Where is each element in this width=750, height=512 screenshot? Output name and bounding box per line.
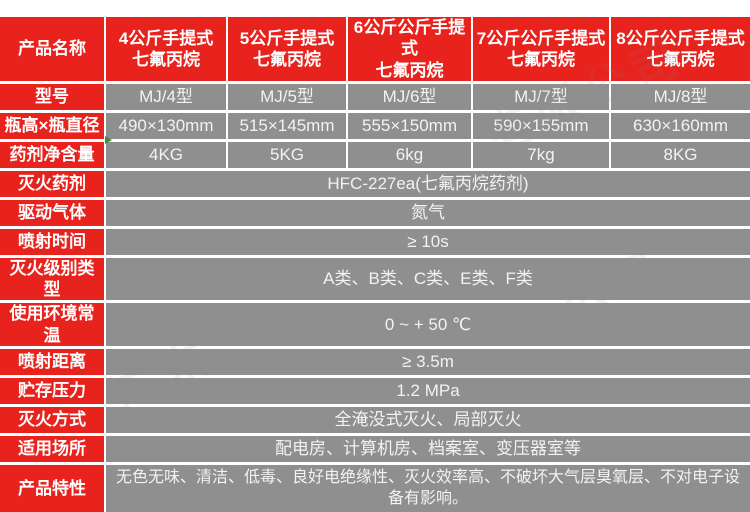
row-label-model: 型号	[0, 80, 105, 112]
product-spec-table: 产品名称 4公斤手提式 七氟丙烷 5公斤手提式 七氟丙烷 6公斤公斤手提式 七氟…	[0, 17, 750, 512]
row-label-product-features: 产品特性	[0, 461, 105, 512]
spec-sheet: 产品名称 4公斤手提式 七氟丙烷 5公斤手提式 七氟丙烷 6公斤公斤手提式 七氟…	[0, 17, 750, 512]
product-column-header: 6公斤公斤手提式 七氟丙烷	[346, 17, 472, 83]
row-label-ambient-temp: 使用环境常温	[0, 300, 105, 348]
product-column-header: 7公斤公斤手提式 七氟丙烷	[471, 17, 610, 83]
storage-pressure-cell: 1.2 MPa	[104, 374, 750, 406]
net-content-cell: 8KG	[609, 138, 750, 170]
ambient-temp-cell: 0 ~ + 50 ℃	[104, 300, 750, 348]
table-row-ambient-temp: 使用环境常温 0 ~ + 50 ℃	[0, 300, 750, 348]
table-row-application-sites: 适用场所 配电房、计算机房、档案室、变压器室等	[0, 432, 750, 464]
table-row-header: 产品名称 4公斤手提式 七氟丙烷 5公斤手提式 七氟丙烷 6公斤公斤手提式 七氟…	[0, 17, 750, 83]
row-label-agent: 灭火药剂	[0, 167, 105, 199]
row-label-spray-distance: 喷射距离	[0, 345, 105, 377]
net-content-cell: 7kg	[471, 138, 610, 170]
green-corner-marker-icon	[105, 136, 112, 144]
row-label-dimensions: 瓶高×瓶直径	[0, 109, 105, 141]
product-column-header: 5公斤手提式 七氟丙烷	[226, 17, 347, 83]
table-row-model: 型号 MJ/4型 MJ/5型 MJ/6型 MJ/7型 MJ/8型	[0, 80, 750, 112]
net-content-cell: 4KG	[104, 138, 227, 170]
dimensions-cell: 590×155mm	[471, 109, 610, 141]
model-cell: MJ/5型	[226, 80, 347, 112]
fire-classes-cell: A类、B类、C类、E类、F类	[104, 254, 750, 302]
net-content-cell: 6kg	[346, 138, 472, 170]
table-row-product-features: 产品特性 无色无味、清洁、低毒、良好电绝缘性、灭火效率高、不破坏大气层臭氧层、不…	[0, 461, 750, 512]
row-label-application-sites: 适用场所	[0, 432, 105, 464]
agent-cell: HFC-227ea(七氟丙烷药剂)	[104, 167, 750, 199]
row-label-propellant: 驱动气体	[0, 196, 105, 228]
model-cell: MJ/8型	[609, 80, 750, 112]
application-sites-cell: 配电房、计算机房、档案室、变压器室等	[104, 432, 750, 464]
table-row-storage-pressure: 贮存压力 1.2 MPa	[0, 374, 750, 406]
row-label-net-content: 药剂净含量	[0, 138, 105, 170]
spray-distance-cell: ≥ 3.5m	[104, 345, 750, 377]
table-row-dimensions: 瓶高×瓶直径 490×130mm 515×145mm 555×150mm 590…	[0, 109, 750, 141]
row-label-extinguishing-mode: 灭火方式	[0, 403, 105, 435]
row-label-product-name: 产品名称	[0, 17, 105, 83]
table-row-agent: 灭火药剂 HFC-227ea(七氟丙烷药剂)	[0, 167, 750, 199]
table-row-fire-classes: 灭火级别类型 A类、B类、C类、E类、F类	[0, 254, 750, 302]
row-label-storage-pressure: 贮存压力	[0, 374, 105, 406]
row-label-fire-classes: 灭火级别类型	[0, 254, 105, 302]
table-row-spray-distance: 喷射距离 ≥ 3.5m	[0, 345, 750, 377]
product-column-header: 8公斤公斤手提式 七氟丙烷	[609, 17, 750, 83]
product-features-cell: 无色无味、清洁、低毒、良好电绝缘性、灭火效率高、不破坏大气层臭氧层、不对电子设备…	[104, 461, 750, 512]
table-row-extinguishing-mode: 灭火方式 全淹没式灭火、局部灭火	[0, 403, 750, 435]
dimensions-cell: 630×160mm	[609, 109, 750, 141]
model-cell: MJ/7型	[471, 80, 610, 112]
dimensions-cell: 555×150mm	[346, 109, 472, 141]
propellant-cell: 氮气	[104, 196, 750, 228]
table-row-discharge-time: 喷射时间 ≥ 10s	[0, 225, 750, 257]
model-cell: MJ/4型	[104, 80, 227, 112]
dimensions-cell: 490×130mm	[104, 109, 227, 141]
row-label-discharge-time: 喷射时间	[0, 225, 105, 257]
net-content-cell: 5KG	[226, 138, 347, 170]
product-column-header: 4公斤手提式 七氟丙烷	[104, 17, 227, 83]
extinguishing-mode-cell: 全淹没式灭火、局部灭火	[104, 403, 750, 435]
table-row-net-content: 药剂净含量 4KG 5KG 6kg 7kg 8KG	[0, 138, 750, 170]
table-row-propellant: 驱动气体 氮气	[0, 196, 750, 228]
dimensions-cell: 515×145mm	[226, 109, 347, 141]
discharge-time-cell: ≥ 10s	[104, 225, 750, 257]
model-cell: MJ/6型	[346, 80, 472, 112]
